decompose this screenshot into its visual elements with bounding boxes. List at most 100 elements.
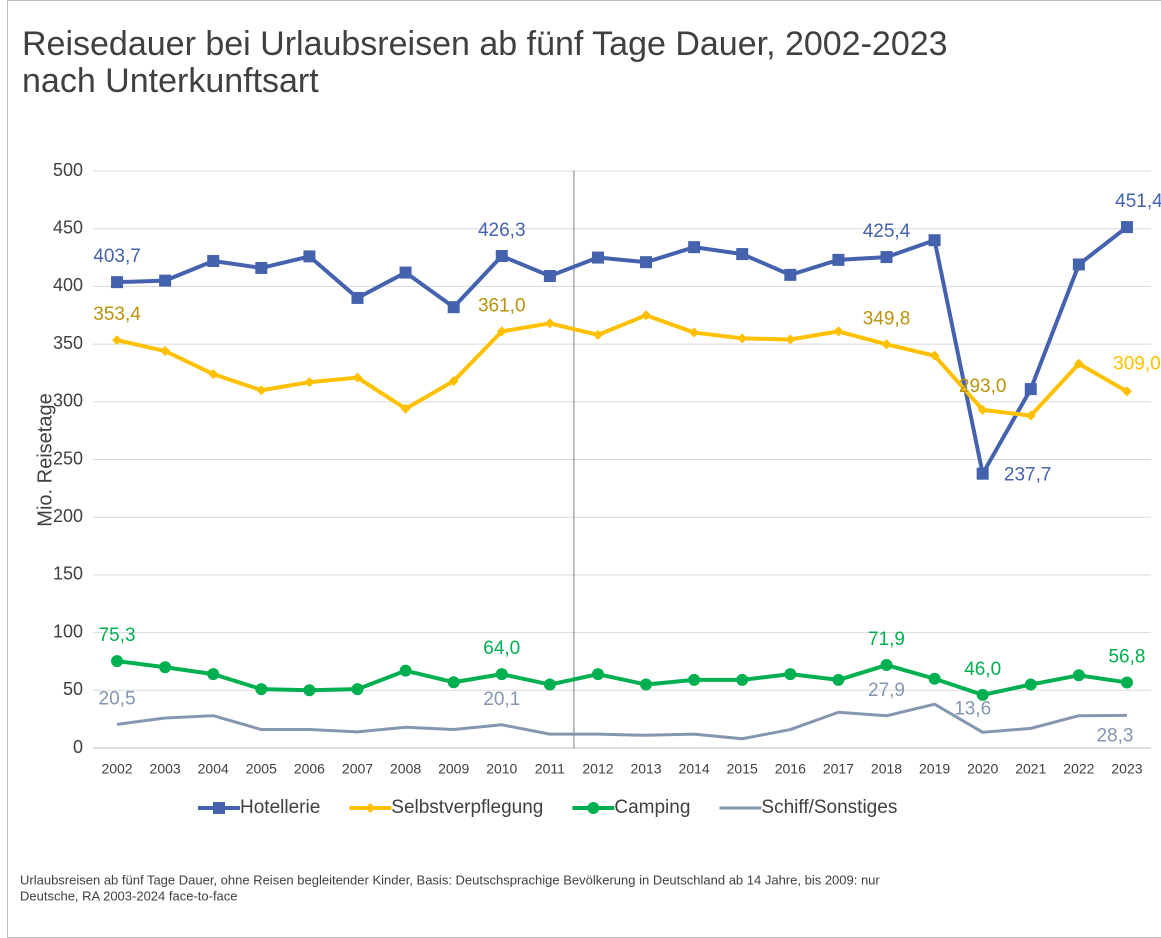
x-tick-label: 2008 <box>390 761 421 777</box>
data-marker <box>784 268 797 281</box>
legend-label: Hotellerie <box>240 797 320 818</box>
x-tick-label: 2007 <box>342 761 373 777</box>
data-marker <box>1121 386 1132 397</box>
data-marker <box>447 676 460 689</box>
legend-marker <box>213 802 225 814</box>
data-marker <box>159 661 172 674</box>
data-label: 46,0 <box>964 659 1001 680</box>
data-marker <box>1072 258 1085 271</box>
data-marker <box>111 276 124 289</box>
y-axis-label: Mio. Reisetage <box>34 393 56 526</box>
data-marker <box>543 678 556 691</box>
x-tick-label: 2017 <box>823 761 854 777</box>
data-marker <box>640 256 653 269</box>
data-marker <box>881 339 892 350</box>
data-marker <box>303 250 316 263</box>
data-marker <box>255 261 268 274</box>
x-tick-label: 2009 <box>438 761 469 777</box>
data-marker <box>256 385 267 396</box>
y-tick-label: 150 <box>53 564 83 584</box>
data-marker <box>399 266 412 279</box>
x-tick-label: 2011 <box>535 761 565 777</box>
data-marker <box>976 688 989 701</box>
data-label: 353,4 <box>93 304 141 325</box>
y-tick-label: 250 <box>53 448 83 468</box>
series-line <box>116 313 1128 418</box>
data-marker <box>832 673 845 686</box>
data-marker <box>1072 669 1085 682</box>
y-tick-label: 500 <box>53 160 83 180</box>
data-marker <box>591 668 604 681</box>
x-tick-label: 2003 <box>150 761 181 777</box>
data-marker <box>208 369 219 380</box>
data-label: 13,6 <box>954 698 991 719</box>
data-marker <box>400 403 411 414</box>
data-marker <box>352 372 363 383</box>
x-tick-label: 2019 <box>919 761 950 777</box>
series-line <box>116 225 1129 476</box>
data-marker <box>880 659 893 672</box>
legend-marker <box>365 803 376 813</box>
x-tick-label: 2010 <box>486 761 517 777</box>
data-marker <box>688 241 701 254</box>
data-label: 71,9 <box>868 629 905 650</box>
data-marker <box>1073 358 1084 369</box>
chart-title: Reisedauer bei Urlaubsreisen ab fünf Tag… <box>22 25 948 63</box>
data-marker <box>1025 410 1036 421</box>
data-label: 56,8 <box>1108 646 1145 667</box>
x-tick-label: 2018 <box>871 761 902 777</box>
data-marker <box>304 377 315 388</box>
data-marker <box>1120 676 1133 689</box>
x-tick-label: 2013 <box>630 761 661 777</box>
data-label: 20,5 <box>99 688 136 709</box>
chart-frame <box>7 0 1161 938</box>
legend-label: Camping <box>614 797 690 818</box>
x-tick-label: 2002 <box>101 761 132 777</box>
x-tick-label: 2012 <box>582 761 613 777</box>
data-marker <box>737 333 748 344</box>
data-marker <box>880 251 893 264</box>
y-tick-label: 200 <box>53 506 83 526</box>
data-marker <box>448 376 459 387</box>
data-marker <box>495 250 508 263</box>
y-tick-label: 0 <box>73 737 83 757</box>
legend-label: Selbstverpflegung <box>391 797 543 818</box>
x-tick-label: 2004 <box>198 761 229 777</box>
x-tick-label: 2021 <box>1015 761 1046 777</box>
data-label: 349,8 <box>863 308 911 329</box>
y-tick-label: 100 <box>53 621 83 641</box>
data-label: 75,3 <box>99 625 136 646</box>
data-marker <box>495 668 508 681</box>
legend-marker <box>587 802 600 814</box>
data-marker <box>399 664 412 677</box>
x-tick-label: 2020 <box>967 761 998 777</box>
series-line <box>116 659 1128 697</box>
x-tick-label: 2005 <box>246 761 277 777</box>
data-marker <box>159 274 172 287</box>
data-label: 309,0 <box>1113 353 1161 374</box>
data-label: 293,0 <box>959 376 1007 397</box>
data-marker <box>592 329 603 340</box>
data-marker <box>447 301 460 314</box>
data-marker <box>736 673 749 686</box>
data-label: 451,4 <box>1115 191 1161 212</box>
data-marker <box>736 248 749 261</box>
data-marker <box>928 234 941 247</box>
x-tick-label: 2015 <box>727 761 758 777</box>
x-tick-label: 2023 <box>1111 761 1142 777</box>
y-tick-label: 450 <box>53 217 83 237</box>
data-marker <box>929 350 940 361</box>
data-label: 20,1 <box>483 689 520 710</box>
data-label: 64,0 <box>483 638 520 659</box>
y-tick-label: 300 <box>53 391 83 411</box>
y-tick-label: 50 <box>63 679 83 699</box>
data-marker <box>303 684 316 697</box>
data-marker <box>207 668 220 681</box>
x-tick-label: 2016 <box>775 761 806 777</box>
data-marker <box>976 467 989 480</box>
data-marker <box>112 335 123 346</box>
series-line <box>116 702 1127 741</box>
data-marker <box>544 318 555 329</box>
data-marker <box>496 326 507 337</box>
